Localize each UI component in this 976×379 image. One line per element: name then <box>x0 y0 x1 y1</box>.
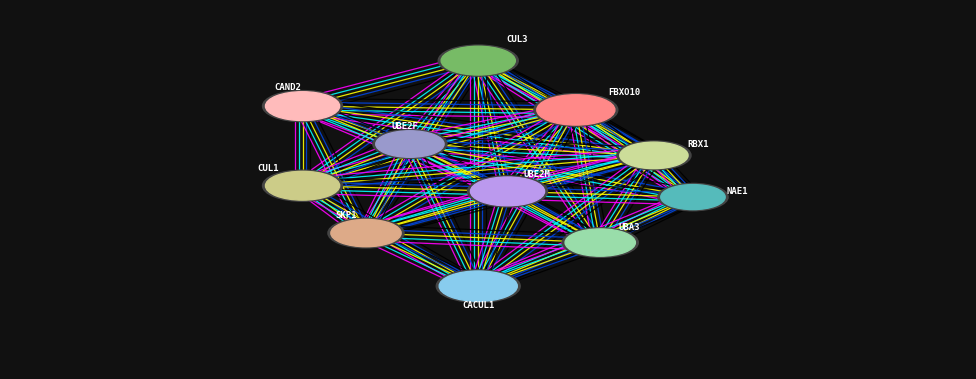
Circle shape <box>441 46 515 75</box>
Circle shape <box>565 229 635 256</box>
Text: CUL1: CUL1 <box>258 164 279 173</box>
Circle shape <box>328 218 404 248</box>
Circle shape <box>631 147 676 164</box>
Text: FBXO10: FBXO10 <box>608 88 641 97</box>
Circle shape <box>263 91 343 122</box>
Circle shape <box>534 94 618 126</box>
Circle shape <box>278 176 327 195</box>
Text: CUL3: CUL3 <box>507 35 528 44</box>
Circle shape <box>470 177 545 206</box>
Text: NAE1: NAE1 <box>726 187 748 196</box>
Circle shape <box>265 171 340 200</box>
Circle shape <box>537 95 615 125</box>
Circle shape <box>661 185 725 210</box>
Text: SKP1: SKP1 <box>336 211 357 220</box>
Circle shape <box>436 270 520 302</box>
Circle shape <box>278 97 327 116</box>
Text: UBE2M: UBE2M <box>523 170 550 179</box>
Circle shape <box>658 183 728 211</box>
Circle shape <box>263 170 343 201</box>
Circle shape <box>344 224 388 242</box>
Circle shape <box>578 234 623 251</box>
Circle shape <box>483 182 532 201</box>
Text: CACUL1: CACUL1 <box>462 301 495 310</box>
Circle shape <box>617 141 691 170</box>
Circle shape <box>387 135 432 153</box>
Text: RBX1: RBX1 <box>687 139 709 149</box>
Text: UBA3: UBA3 <box>619 223 640 232</box>
Circle shape <box>672 189 713 205</box>
Circle shape <box>453 276 504 296</box>
Circle shape <box>454 51 503 70</box>
Circle shape <box>439 271 517 301</box>
Circle shape <box>331 219 401 247</box>
Circle shape <box>550 100 601 120</box>
Circle shape <box>438 45 518 76</box>
Circle shape <box>468 176 548 207</box>
Text: CAND2: CAND2 <box>274 83 302 92</box>
Text: UBE2F: UBE2F <box>391 122 419 132</box>
Circle shape <box>376 131 444 157</box>
Circle shape <box>620 142 688 169</box>
Circle shape <box>265 92 340 121</box>
Circle shape <box>562 228 638 257</box>
Circle shape <box>373 130 447 158</box>
